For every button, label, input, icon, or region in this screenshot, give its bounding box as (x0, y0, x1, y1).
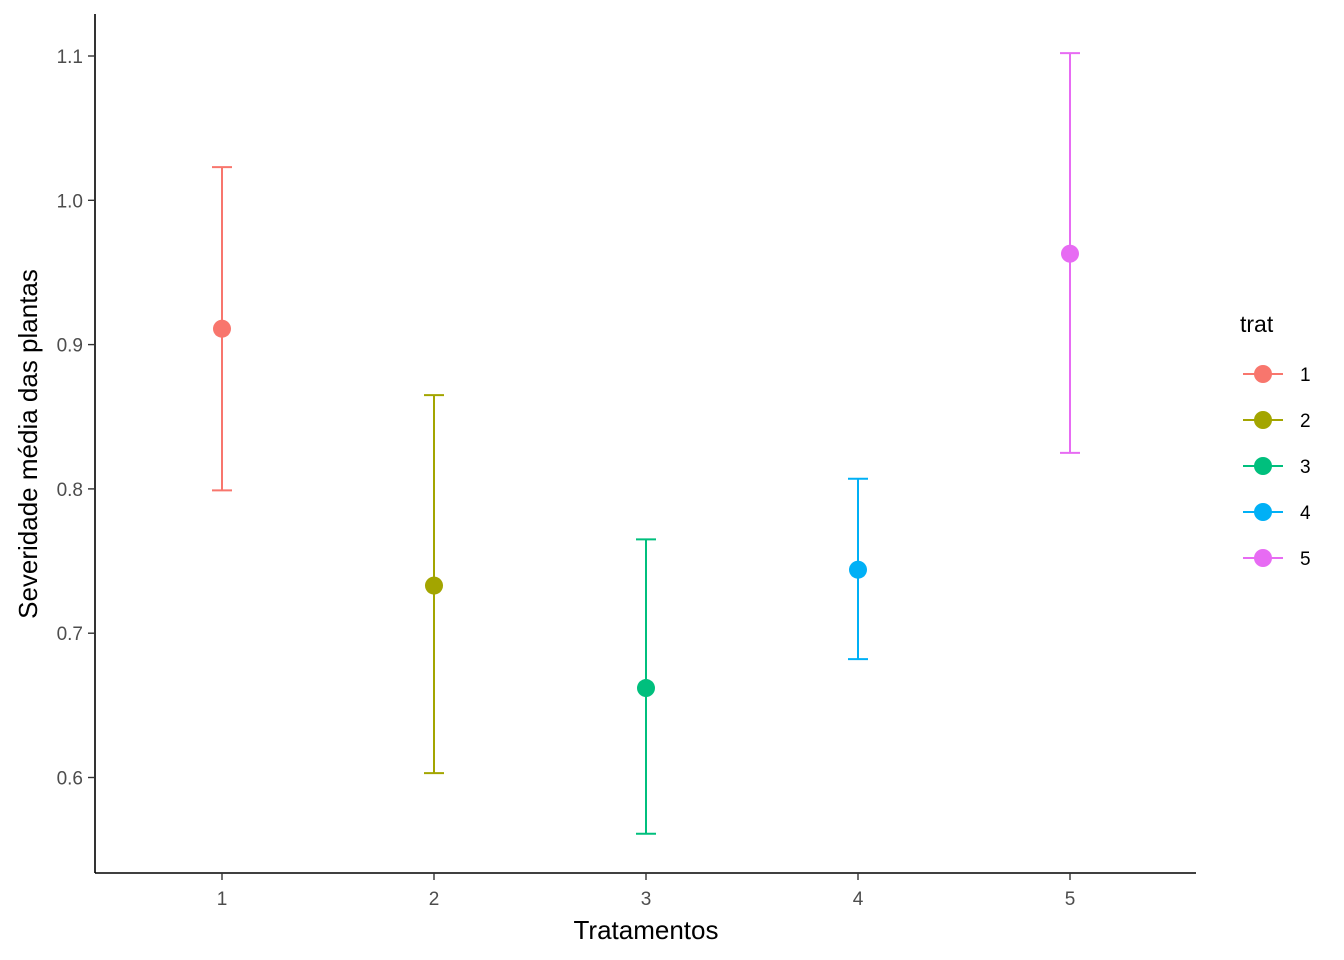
data-point-4 (849, 560, 867, 579)
legend-label: 4 (1300, 503, 1311, 524)
y-tick-label: 0.7 (57, 624, 83, 645)
x-tick-label: 2 (429, 889, 440, 910)
data-point-1 (213, 319, 231, 338)
legend-entry-4: 4 (1243, 503, 1311, 524)
legend-entry-2: 2 (1243, 411, 1311, 432)
x-tick-label: 5 (1065, 889, 1076, 910)
legend-title: trat (1240, 311, 1274, 337)
legend-label: 5 (1300, 549, 1311, 570)
legend-label: 2 (1300, 411, 1311, 432)
legend-entry-1: 1 (1243, 365, 1311, 386)
legend-keys: 1 2 3 4 5 (1243, 365, 1311, 570)
y-tick-label: 0.8 (57, 480, 83, 501)
y-tick-label: 1.0 (57, 191, 83, 212)
x-axis-ticks: 1 2 3 4 5 (217, 873, 1076, 910)
legend-label: 1 (1300, 365, 1311, 386)
y-axis-ticks: 0.6 0.7 0.8 0.9 1.0 1.1 (57, 47, 95, 790)
y-tick-label: 0.6 (57, 769, 83, 790)
legend-key-point (1254, 411, 1272, 429)
legend-label: 3 (1300, 457, 1311, 478)
y-tick-label: 1.1 (57, 47, 83, 68)
data-point-5 (1061, 244, 1079, 263)
legend-entry-3: 3 (1243, 457, 1311, 478)
x-axis-title: Tratamentos (574, 915, 719, 945)
legend-key-point (1254, 365, 1272, 383)
y-axis-title: Severidade média das plantas (13, 269, 43, 619)
x-tick-label: 3 (641, 889, 652, 910)
legend-key-point (1254, 549, 1272, 567)
point-layer (213, 244, 1079, 698)
legend: trat 1 2 3 4 5 (1240, 311, 1311, 570)
data-point-3 (637, 679, 655, 698)
legend-key-point (1254, 503, 1272, 521)
errorbar-layer (212, 52, 1080, 835)
data-point-2 (425, 576, 443, 595)
legend-key-point (1254, 457, 1272, 475)
x-tick-label: 4 (853, 889, 864, 910)
y-tick-label: 0.9 (57, 336, 83, 357)
legend-entry-5: 5 (1243, 549, 1311, 570)
x-tick-label: 1 (217, 889, 228, 910)
